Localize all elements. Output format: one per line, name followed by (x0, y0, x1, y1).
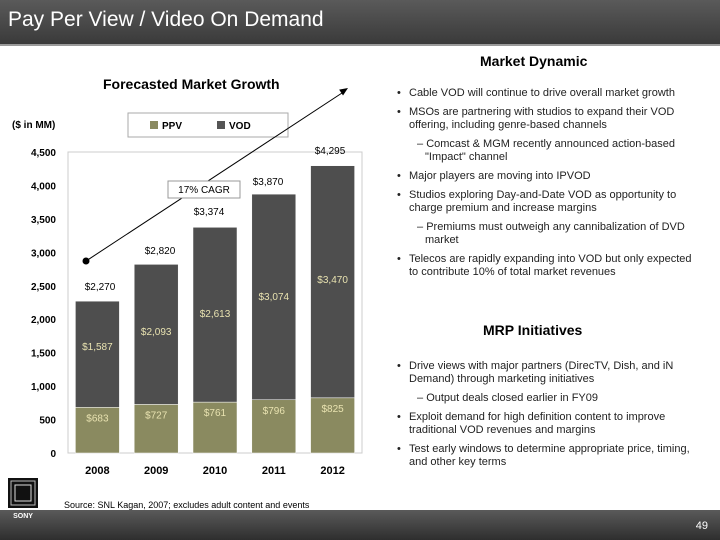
data-label-vod: $3,470 (317, 275, 348, 286)
bullet-item: Studios exploring Day-and-Date VOD as op… (395, 189, 693, 215)
y-tick-label: 500 (39, 416, 56, 427)
bar-ppv (251, 399, 297, 454)
logo-text: SONY (13, 513, 33, 520)
market-dynamic-list: Cable VOD will continue to drive overall… (395, 87, 693, 285)
sub-bullet-item: Comcast & MGM recently announced action-… (395, 138, 693, 164)
data-label-ppv: $796 (263, 406, 286, 417)
bullet-item: Exploit demand for high definition conte… (395, 411, 693, 437)
bullet-item: Drive views with major partners (DirecTV… (395, 360, 693, 386)
y-tick-label: 1,500 (31, 349, 56, 360)
cagr-annotation: 17% CAGR (178, 185, 230, 196)
bullet-item: Major players are moving into IPVOD (395, 170, 693, 183)
page-number: 49 (695, 520, 708, 532)
bar-vod (75, 300, 120, 408)
data-label-vod: $2,093 (141, 327, 172, 338)
data-label-vod: $3,074 (259, 292, 290, 303)
page-title: Pay Per View / Video On Demand (8, 8, 324, 31)
data-label-vod: $1,587 (82, 342, 113, 353)
source-note: Source: SNL Kagan, 2007; excludes adult … (64, 500, 310, 510)
bar-vod (310, 165, 355, 399)
bar-vod (192, 227, 238, 403)
data-label-vod: $2,613 (200, 309, 231, 320)
header-divider (0, 44, 720, 46)
legend-label-ppv: PPV (162, 121, 182, 132)
cagr-arrowhead (339, 88, 348, 96)
x-tick-label: 2009 (144, 465, 168, 477)
sub-bullet-item: Premiums must outweigh any cannibalizati… (395, 221, 693, 247)
y-tick-label: 0 (50, 449, 56, 460)
bar-ppv (192, 401, 238, 454)
total-label: $3,374 (194, 207, 225, 218)
y-tick-label: 2,500 (31, 282, 56, 293)
cagr-arrow-line (85, 92, 343, 262)
sony-logo-icon: SONY (8, 478, 38, 520)
y-tick-label: 4,500 (31, 148, 56, 159)
y-tick-label: 3,500 (31, 215, 56, 226)
sub-bullet-item: Output deals closed earlier in FY09 (395, 392, 693, 405)
data-label-ppv: $683 (86, 413, 109, 424)
cagr-annotation-box (167, 180, 241, 199)
bullet-item: Cable VOD will continue to drive overall… (395, 87, 693, 100)
mrp-initiatives-title: MRP Initiatives (483, 322, 583, 338)
x-tick-label: 2011 (262, 465, 286, 477)
y-tick-label: 4,000 (31, 181, 56, 192)
market-dynamic-title: Market Dynamic (480, 53, 588, 69)
total-label: $3,870 (253, 177, 284, 188)
header-bar: Pay Per View / Video On Demand (0, 0, 720, 44)
total-label: $4,295 (315, 146, 346, 157)
y-tick-label: 1,000 (31, 382, 56, 393)
cagr-start-dot (82, 257, 90, 265)
total-label: $2,820 (145, 246, 176, 257)
x-tick-label: 2012 (320, 465, 344, 477)
bar-vod (133, 264, 179, 405)
bullet-item: Test early windows to determine appropri… (395, 443, 693, 469)
y-tick-label: 2,000 (31, 315, 56, 326)
bar-vod (251, 193, 297, 401)
bar-ppv (75, 407, 120, 454)
y-tick-label: 3,000 (31, 248, 56, 259)
mrp-initiatives-list: Drive views with major partners (DirecTV… (395, 360, 693, 475)
footer-bar (0, 510, 720, 540)
total-label: $2,270 (85, 282, 116, 293)
x-tick-label: 2008 (85, 465, 109, 477)
bar-ppv (133, 404, 179, 454)
legend-label-vod: VOD (229, 121, 251, 132)
legend-swatch-vod (217, 121, 225, 129)
x-tick-label: 2010 (203, 465, 227, 477)
chart-title: Forecasted Market Growth (103, 76, 280, 92)
legend-swatch-ppv (150, 121, 158, 129)
data-label-ppv: $761 (204, 408, 227, 419)
bullet-item: Telecos are rapidly expanding into VOD b… (395, 253, 693, 279)
bullet-item: MSOs are partnering with studios to expa… (395, 106, 693, 132)
data-label-ppv: $727 (145, 410, 168, 421)
data-label-ppv: $825 (321, 404, 344, 415)
y-axis-label: ($ in MM) (12, 120, 55, 131)
